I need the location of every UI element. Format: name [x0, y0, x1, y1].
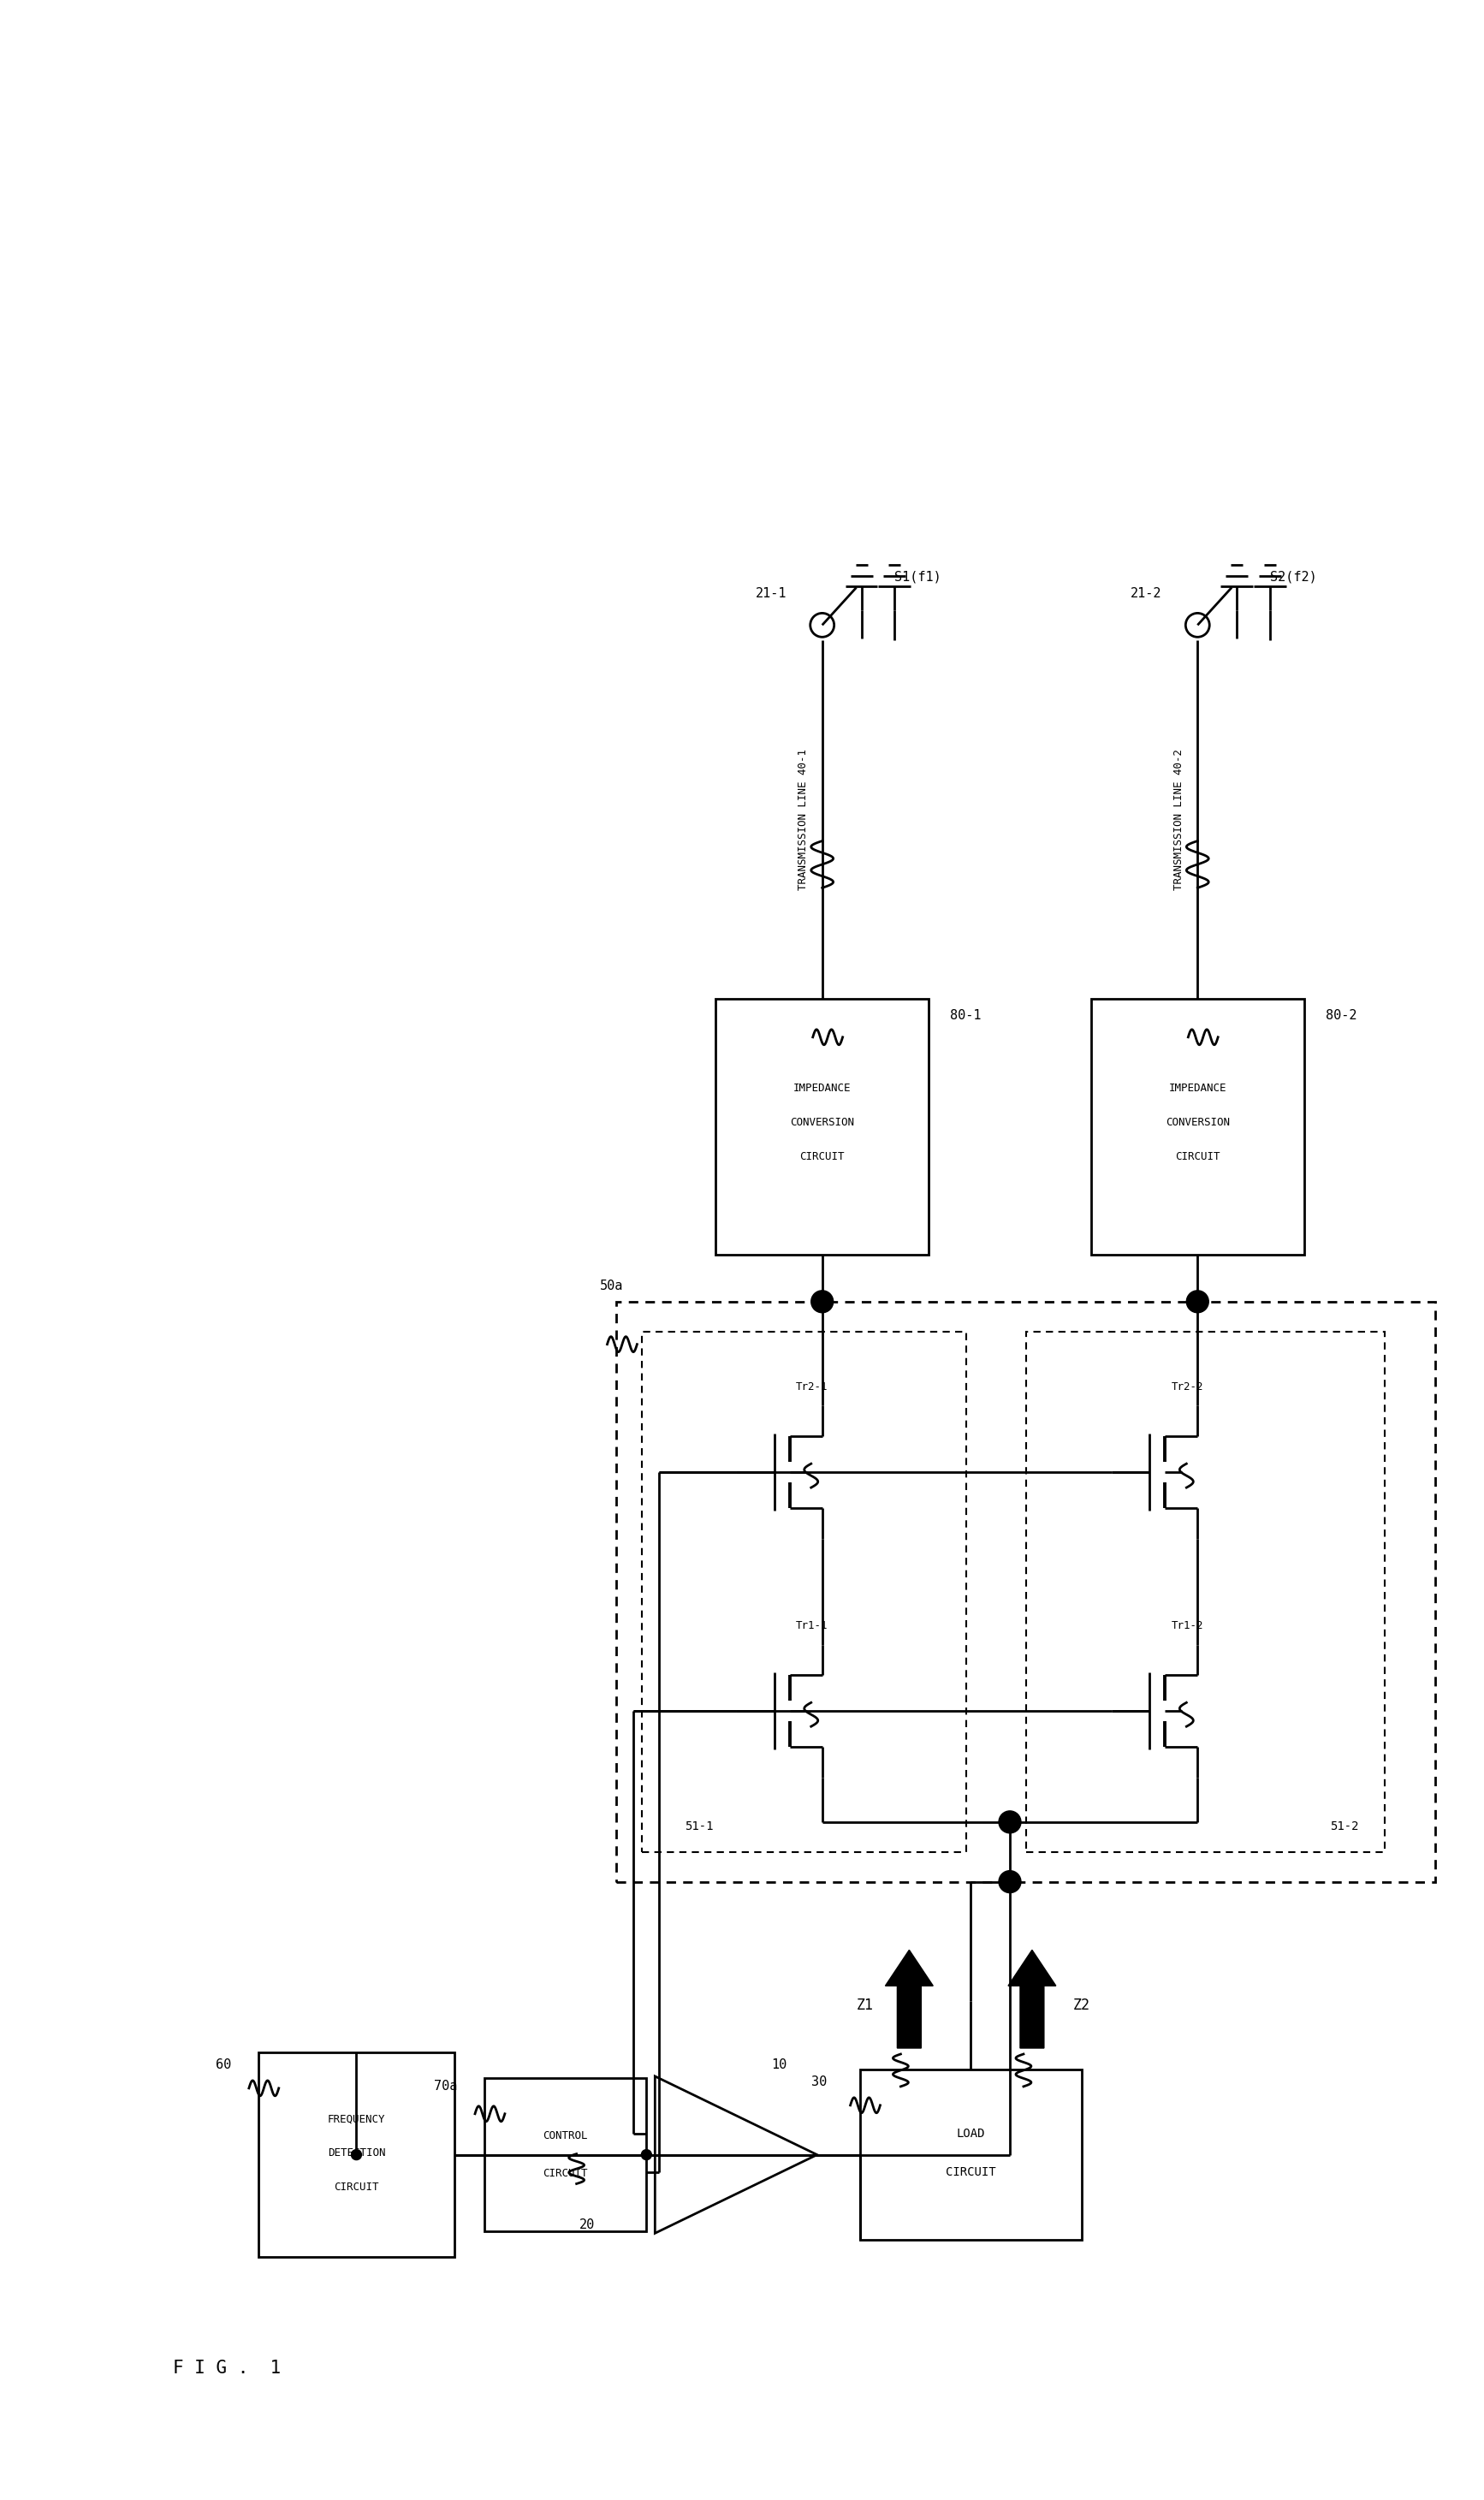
Text: TRANSMISSION LINE 40-1: TRANSMISSION LINE 40-1 — [798, 750, 809, 890]
Text: LOAD: LOAD — [956, 2128, 985, 2140]
Text: CIRCUIT: CIRCUIT — [1175, 1150, 1220, 1163]
Text: CONVERSION: CONVERSION — [789, 1118, 855, 1128]
Text: 51-1: 51-1 — [684, 1820, 714, 1832]
Text: Z2: Z2 — [1073, 1998, 1091, 2012]
Circle shape — [812, 1290, 834, 1313]
Text: Tr2-1: Tr2-1 — [795, 1383, 828, 1392]
Text: 30: 30 — [812, 2075, 827, 2088]
Circle shape — [1186, 1290, 1208, 1313]
Bar — [1025, 1332, 1385, 1852]
Text: 60: 60 — [215, 2058, 232, 2072]
Text: CIRCUIT: CIRCUIT — [800, 1150, 844, 1163]
Text: 80-1: 80-1 — [950, 1010, 981, 1022]
Polygon shape — [886, 1950, 933, 2048]
Text: Tr1-2: Tr1-2 — [1171, 1620, 1204, 1632]
Text: 70a: 70a — [433, 2080, 457, 2092]
Text: IMPEDANCE: IMPEDANCE — [1169, 1082, 1226, 1095]
Text: DETECTION: DETECTION — [328, 2148, 386, 2158]
Text: IMPEDANCE: IMPEDANCE — [794, 1082, 850, 1095]
Bar — [859, 2070, 1082, 2240]
Text: F I G .  1: F I G . 1 — [174, 2360, 280, 2378]
Text: S1(f1): S1(f1) — [895, 570, 941, 583]
Text: 10: 10 — [770, 2058, 787, 2072]
Text: 51-2: 51-2 — [1330, 1820, 1359, 1832]
Text: CIRCUIT: CIRCUIT — [543, 2168, 588, 2180]
Text: S2(f2): S2(f2) — [1270, 570, 1316, 583]
Text: 50a: 50a — [600, 1280, 623, 1293]
Bar — [1091, 1000, 1304, 1255]
Text: CIRCUIT: CIRCUIT — [945, 2165, 996, 2178]
Circle shape — [352, 2150, 362, 2160]
Text: Z1: Z1 — [856, 1998, 874, 2012]
Polygon shape — [1008, 1950, 1057, 2048]
Text: CONTROL: CONTROL — [543, 2130, 588, 2142]
Bar — [643, 1332, 966, 1852]
Text: Tr2-2: Tr2-2 — [1171, 1383, 1204, 1392]
Circle shape — [641, 2150, 651, 2160]
Text: 80-2: 80-2 — [1325, 1010, 1356, 1022]
Text: Tr1-1: Tr1-1 — [795, 1620, 828, 1632]
Circle shape — [999, 1870, 1021, 1893]
Text: 21-2: 21-2 — [1131, 588, 1162, 600]
Text: CONVERSION: CONVERSION — [1165, 1118, 1230, 1128]
Circle shape — [999, 1810, 1021, 1833]
Bar — [484, 2078, 647, 2233]
Bar — [258, 2052, 454, 2258]
Bar — [616, 1303, 1435, 1882]
Text: FREQUENCY: FREQUENCY — [328, 2112, 386, 2125]
Text: 21-1: 21-1 — [755, 588, 787, 600]
Bar — [715, 1000, 929, 1255]
Text: TRANSMISSION LINE 40-2: TRANSMISSION LINE 40-2 — [1174, 750, 1184, 890]
Text: CIRCUIT: CIRCUIT — [334, 2182, 378, 2192]
Text: 20: 20 — [579, 2218, 595, 2230]
